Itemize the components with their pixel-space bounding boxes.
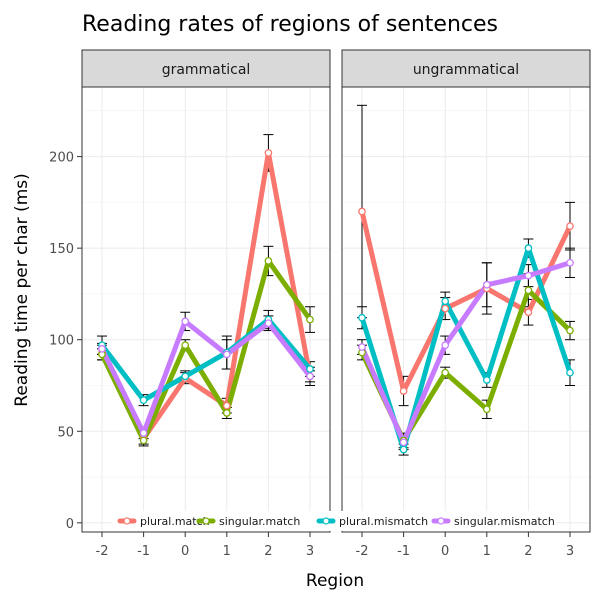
series-line-singular.mismatch xyxy=(99,318,313,436)
series-line-plural.mismatch xyxy=(99,317,313,403)
legend-label: plural.mismatch xyxy=(339,515,428,528)
data-point-singular.mismatch xyxy=(358,343,366,351)
x-tick-label: 3 xyxy=(306,544,314,559)
y-tick-label: 200 xyxy=(49,151,74,166)
data-point-singular.mismatch xyxy=(566,258,574,267)
legend-key-point xyxy=(437,517,445,525)
x-tick-label: -2 xyxy=(356,544,369,559)
panel-border xyxy=(81,86,331,533)
data-point-singular.mismatch xyxy=(524,271,533,280)
data-point-singular.match xyxy=(441,368,450,377)
data-point-singular.match xyxy=(524,286,533,295)
data-point-plural.match xyxy=(524,308,533,317)
data-point-plural.mismatch xyxy=(181,372,190,381)
panel-background xyxy=(342,87,590,532)
series-line-singular.match xyxy=(99,258,313,443)
data-point-singular.match xyxy=(139,436,148,445)
data-point-singular.match xyxy=(566,326,574,335)
data-point-plural.mismatch xyxy=(139,396,148,404)
data-point-singular.mismatch xyxy=(306,372,314,381)
data-point-plural.mismatch xyxy=(399,445,408,454)
panel-ungrammatical: ungrammatical -2 -1 0 1 2 3 xyxy=(341,49,591,559)
data-point-plural.mismatch xyxy=(306,365,314,373)
panel-background xyxy=(82,87,330,532)
data-point-plural.mismatch xyxy=(441,297,450,306)
panels-layer: grammatical -2 -1 0 1 2 3 ungrammatical -2 -1 0 1 2 3 xyxy=(81,49,591,559)
legend-label: singular.mismatch xyxy=(454,515,555,528)
data-point-plural.mismatch xyxy=(358,313,366,322)
legend-key-point xyxy=(123,517,131,525)
legend-key-point xyxy=(322,517,330,525)
x-tick-label: 1 xyxy=(483,544,491,559)
y-tick-label: 0 xyxy=(66,517,74,532)
legend-label: singular.match xyxy=(219,515,300,528)
data-point-plural.match xyxy=(222,401,231,410)
panel-grammatical: grammatical -2 -1 0 1 2 3 xyxy=(81,49,331,559)
data-point-singular.mismatch xyxy=(264,319,273,328)
data-point-plural.match xyxy=(441,304,450,313)
x-tick-label: -1 xyxy=(137,544,150,559)
data-point-plural.match xyxy=(264,149,273,157)
data-point-singular.match xyxy=(181,341,190,350)
x-tick-label: -1 xyxy=(397,544,410,559)
legend-label: plural.match xyxy=(140,515,210,528)
x-tick-label: 2 xyxy=(524,544,532,559)
panel-strip xyxy=(81,49,331,88)
panel-strip xyxy=(341,49,591,88)
y-tick-label: 50 xyxy=(57,425,74,440)
data-point-plural.match xyxy=(566,222,574,231)
y-tick-label: 150 xyxy=(49,242,74,257)
y-axis-title: Reading time per char (ms) xyxy=(12,173,32,406)
data-point-singular.match xyxy=(482,405,491,414)
x-axis-title: Region xyxy=(306,571,364,591)
panel-strip-label: grammatical xyxy=(162,62,251,78)
data-point-singular.mismatch xyxy=(222,350,231,359)
data-point-singular.mismatch xyxy=(181,317,190,326)
legend-key-point xyxy=(202,517,210,525)
chart-title: Reading rates of regions of sentences xyxy=(82,12,498,37)
series-group xyxy=(97,134,315,447)
x-tick-label: 0 xyxy=(181,544,189,559)
data-point-singular.mismatch xyxy=(441,341,450,350)
x-tick-label: 3 xyxy=(566,544,574,559)
data-point-plural.match xyxy=(358,207,366,216)
data-point-singular.mismatch xyxy=(482,280,491,289)
series-line-singular.mismatch xyxy=(359,260,573,445)
data-point-singular.match xyxy=(306,315,314,324)
y-tick-label: 100 xyxy=(49,334,74,349)
data-point-plural.match xyxy=(399,387,408,395)
x-tick-label: 0 xyxy=(441,544,449,559)
series-group xyxy=(357,104,575,456)
data-point-plural.mismatch xyxy=(566,368,574,377)
data-point-singular.mismatch xyxy=(139,429,148,437)
data-point-singular.mismatch xyxy=(399,438,408,447)
data-point-singular.mismatch xyxy=(98,345,106,353)
panel-border xyxy=(341,86,591,533)
panel-strip-label: ungrammatical xyxy=(413,62,519,78)
x-tick-label: 1 xyxy=(223,544,231,559)
data-point-singular.match xyxy=(222,409,231,417)
legend: plural.match singular.match plural.mismatc… xyxy=(112,511,556,531)
y-axis: 0 50 100 150 200 xyxy=(49,151,82,532)
data-point-plural.mismatch xyxy=(524,244,533,253)
x-tick-label: -2 xyxy=(96,544,109,559)
x-tick-label: 2 xyxy=(264,544,272,559)
data-point-plural.mismatch xyxy=(482,376,491,384)
data-point-singular.match xyxy=(264,257,273,265)
